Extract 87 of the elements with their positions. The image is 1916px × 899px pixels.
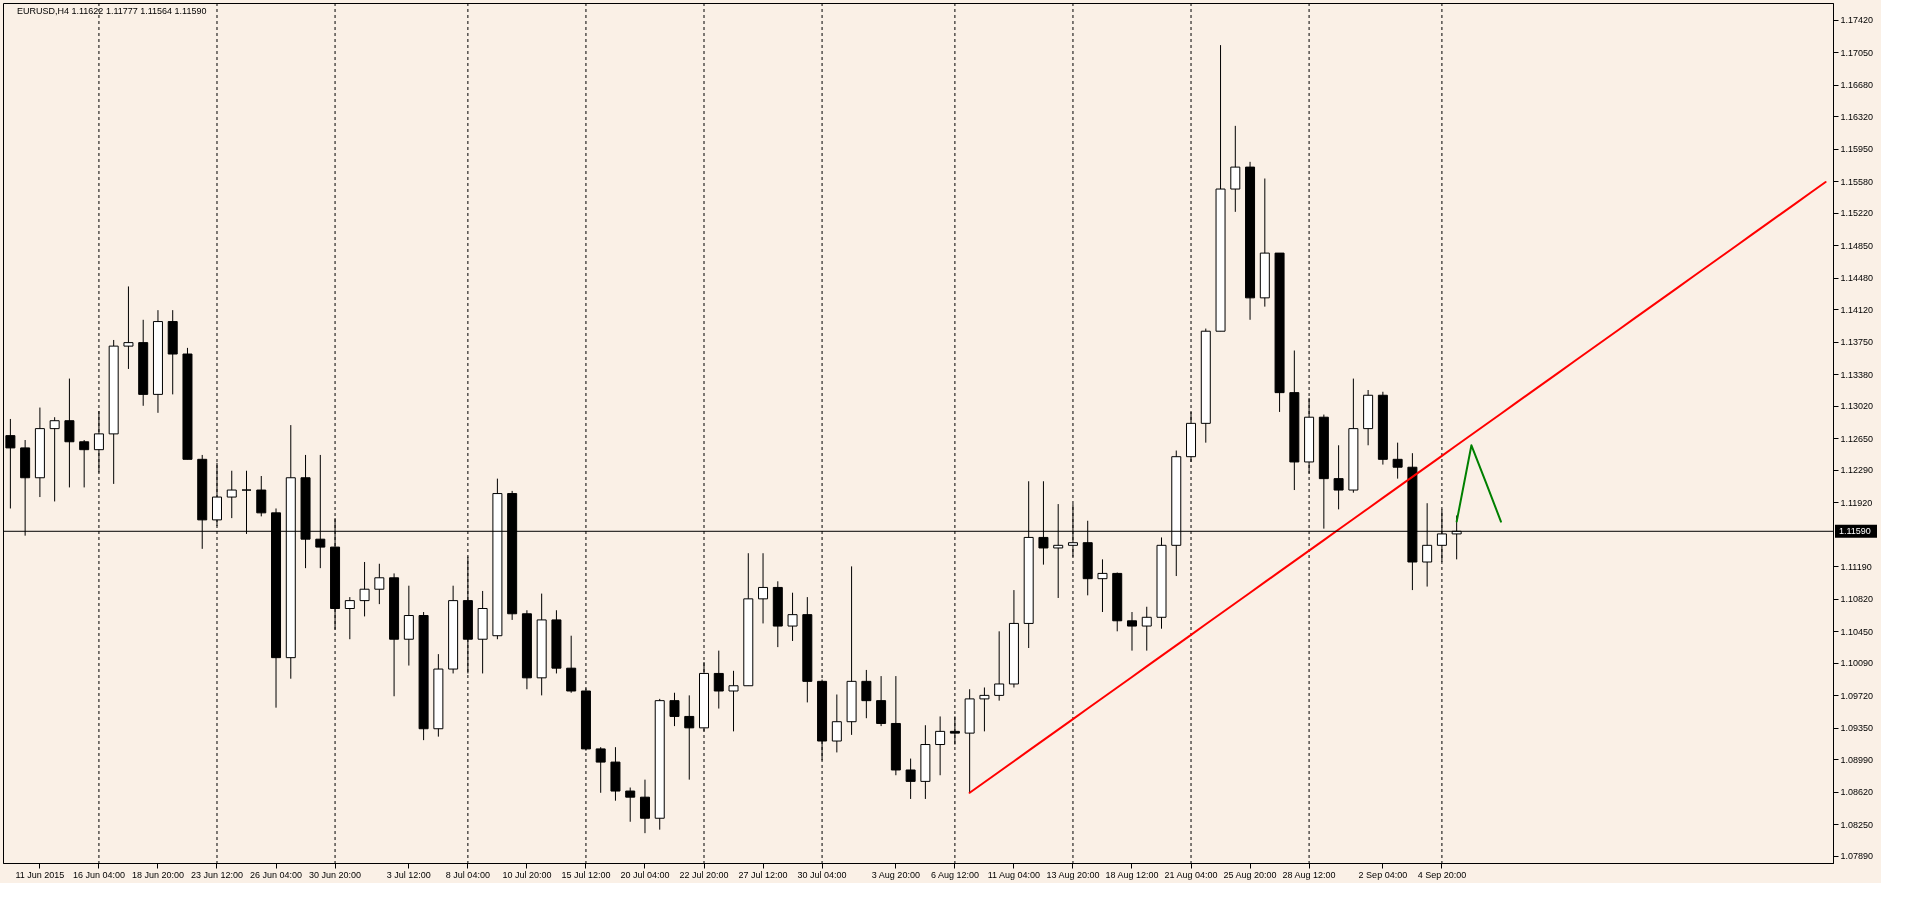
- candlestick: [876, 675, 887, 727]
- x-tick-label: 18 Aug 12:00: [1105, 869, 1159, 880]
- candlestick: [639, 779, 650, 834]
- candlestick: [64, 378, 75, 488]
- candlestick: [1392, 442, 1403, 480]
- x-tick-label: 30 Jun 20:00: [309, 869, 362, 880]
- x-tick-label: 11 Aug 04:00: [987, 869, 1041, 880]
- x-tick-label: 8 Jul 04:00: [445, 869, 490, 880]
- candlestick: [374, 563, 385, 605]
- y-tick-label: 1.08990: [1840, 754, 1874, 765]
- y-tick-label: 1.13750: [1840, 337, 1874, 348]
- candlestick: [256, 475, 267, 517]
- y-tick-label: 1.15950: [1840, 144, 1874, 155]
- x-tick-label: 25 Aug 20:00: [1223, 869, 1277, 880]
- y-tick-label: 1.16680: [1840, 80, 1874, 91]
- y-tick-label: 1.08250: [1840, 819, 1874, 830]
- x-tick-label: 6 Aug 12:00: [930, 869, 979, 880]
- y-tick-label: 1.14850: [1840, 240, 1874, 251]
- candlestick: [1333, 444, 1344, 510]
- y-tick-label: 1.08620: [1840, 787, 1874, 798]
- candlestick: [566, 635, 577, 694]
- y-tick-label: 1.13380: [1840, 369, 1874, 380]
- candlestick: [994, 630, 1005, 702]
- y-tick-label: 1.13020: [1840, 401, 1874, 412]
- candlestick: [1097, 558, 1108, 613]
- candlestick: [831, 694, 842, 753]
- candlestick: [359, 561, 370, 617]
- y-tick-label: 1.17420: [1840, 15, 1874, 26]
- y-tick-label: 1.15580: [1840, 176, 1874, 187]
- x-tick-label: 27 Jul 12:00: [738, 869, 788, 880]
- x-tick-label: 22 Jul 20:00: [679, 869, 729, 880]
- x-tick-label: 18 Jun 20:00: [131, 869, 184, 880]
- candlestick: [595, 746, 606, 794]
- y-tick-label: 1.11190: [1840, 561, 1872, 572]
- candlestick: [684, 694, 695, 781]
- x-tick-label: 21 Aug 04:00: [1164, 869, 1218, 880]
- candlestick: [79, 439, 90, 488]
- y-tick-label: 1.09720: [1840, 690, 1874, 701]
- x-tick-label: 28 Aug 12:00: [1282, 869, 1336, 880]
- candlestick: [949, 715, 960, 746]
- x-tick-label: 16 Jun 04:00: [72, 869, 125, 880]
- x-tick-label: 20 Jul 04:00: [620, 869, 670, 880]
- line-series: [968, 181, 1827, 794]
- candlestick: [713, 650, 724, 710]
- candlestick: [344, 596, 355, 640]
- candlestick: [1230, 125, 1241, 213]
- x-tick-label: 10 Jul 20:00: [502, 869, 552, 880]
- candlestick: [935, 715, 946, 776]
- candlestick: [49, 416, 60, 502]
- y-tick-label: 1.10820: [1840, 594, 1874, 605]
- y-tick-label: 1.15220: [1840, 208, 1874, 219]
- candlestick: [728, 670, 739, 732]
- x-tick-label: 30 Jul 04:00: [797, 869, 847, 880]
- candlestick: [625, 787, 636, 823]
- y-tick-label: 1.07890: [1840, 851, 1874, 862]
- y-tick-label: 1.14120: [1840, 304, 1874, 315]
- candlestick: [905, 758, 916, 800]
- candlestick: [979, 686, 990, 732]
- candlestick: [787, 592, 798, 642]
- x-tick-label: 2 Sep 04:00: [1358, 869, 1408, 880]
- y-tick-label: 1.10450: [1840, 626, 1874, 637]
- candlestick: [1141, 606, 1152, 652]
- y-tick-label: 1.14480: [1840, 273, 1874, 284]
- y-tick-label: 1.11920: [1840, 497, 1873, 508]
- y-tick-label: 1.16320: [1840, 111, 1874, 122]
- y-tick-label: 1.17050: [1840, 47, 1874, 58]
- candlestick: [123, 285, 134, 370]
- y-tick-label: 1.12650: [1840, 433, 1874, 444]
- x-tick-label: 26 Jun 04:00: [250, 869, 303, 880]
- y-tick-label: 1.12290: [1840, 465, 1874, 476]
- candlestick: [669, 692, 680, 727]
- candlestick: [861, 669, 872, 719]
- x-tick-label: 11 Jun 2015: [15, 869, 65, 880]
- x-tick-label: 3 Jul 12:00: [386, 869, 431, 880]
- ref-line-label: 1.11590: [1839, 526, 1871, 537]
- x-tick-label: 15 Jul 12:00: [561, 869, 611, 880]
- candlestick: [758, 552, 769, 624]
- x-tick-label: 13 Aug 20:00: [1046, 869, 1100, 880]
- x-tick-label: 3 Aug 20:00: [871, 869, 920, 880]
- chart-title: EURUSD,H4 1.11622 1.11777 1.11564 1.11590: [17, 6, 207, 16]
- candlestick: [403, 585, 414, 667]
- x-tick-label: 4 Sep 20:00: [1417, 869, 1467, 880]
- y-tick-label: 1.09350: [1840, 723, 1874, 734]
- x-tick-label: 23 Jun 12:00: [190, 869, 244, 880]
- candlestick: [1126, 611, 1137, 652]
- y-tick-label: 1.10090: [1840, 658, 1874, 669]
- candlestick: [226, 470, 237, 519]
